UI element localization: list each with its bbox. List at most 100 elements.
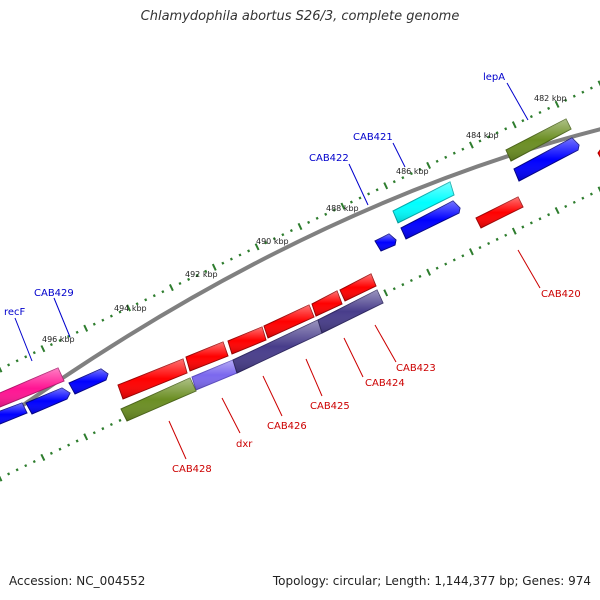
forward-genes [0,118,580,425]
outer-track-minor-tick [495,131,499,135]
outer-track-minor-tick [247,249,251,253]
gene-lepA-highlight [506,119,571,161]
label-recF: recF [4,307,26,318]
outer-track-minor-tick [581,90,585,94]
outer-track-major-tick [511,121,517,129]
outer-track-major-tick [0,366,3,373]
outer-track-major-tick [126,304,132,312]
inner-track-minor-tick [118,418,122,422]
inner-track-minor-tick [538,217,542,221]
scale-labels: 482 kbp 484 kbp 486 kbp 488 kbp 490 kbp … [42,94,567,344]
outer-track-major-tick [554,100,560,108]
outer-track-minor-tick [478,139,482,143]
outer-track-major-tick [211,263,217,271]
outer-track-minor-tick [572,94,576,98]
inner-track-minor-tick [58,447,62,451]
inner-track-minor-tick [92,431,96,435]
label-CAB421: CAB421 [353,132,393,143]
gene-CAB425-highlight [264,305,314,338]
outer-track-minor-tick [7,363,11,367]
outer-track-minor-tick [392,180,396,184]
inner-track-minor-tick [67,443,71,447]
label-CAB424: CAB424 [365,378,405,389]
inner-track-minor-tick [418,274,422,278]
inner-track-major-tick [597,186,600,193]
inner-track-major-tick [0,475,3,482]
outer-track-minor-tick [418,167,422,172]
inner-track-minor-tick [487,241,491,246]
leader-CAB428 [168,420,187,460]
outer-track-minor-tick [24,355,28,359]
outer-track-minor-tick [135,302,139,306]
outer-track-major-tick [83,324,89,332]
leader-CAB422 [348,163,369,206]
outer-track-minor-tick [307,220,311,224]
leader-CAB420 [517,249,541,289]
scale-label-486: 486 kbp [396,167,429,176]
label-CAB426: CAB426 [267,421,307,432]
scale-label-482: 482 kbp [534,94,567,103]
inner-track-minor-tick [572,200,576,204]
outer-track-minor-tick [238,253,242,257]
outer-track-minor-tick [272,237,276,241]
inner-track-minor-tick [521,225,525,229]
outer-track-major-tick [340,202,346,210]
inner-track-minor-tick [32,460,36,464]
outer-track-minor-tick [504,127,508,131]
outer-track-minor-tick [349,200,353,204]
inner-track-minor-tick [581,196,585,200]
scale-label-496: 496 kbp [42,335,75,344]
outer-track-minor-tick [229,257,233,261]
inner-track-minor-tick [15,468,19,472]
inner-track-minor-tick [24,464,28,468]
inner-track-minor-tick [478,246,482,250]
outer-track-minor-tick [264,241,268,245]
outer-track-minor-tick [15,359,19,363]
outer-track-minor-tick [409,172,413,176]
outer-track-minor-tick [315,216,319,220]
outer-track-major-tick [254,243,260,251]
gene-blue-1-highlight [514,138,579,181]
scale-label-488: 488 kbp [326,204,359,213]
inner-track-minor-tick [401,283,405,287]
outer-track-minor-tick [461,147,465,151]
outer-track-major-tick [40,345,46,353]
accession-text: Accession: NC_004552 [9,574,146,588]
leader-CAB423 [374,324,397,363]
inner-track-major-tick [468,248,474,256]
scale-label-490: 490 kbp [256,237,289,246]
inner-track-minor-tick [49,451,53,455]
inner-track-minor-tick [7,472,11,476]
outer-track-minor-tick [109,314,113,318]
outer-track-minor-tick [444,155,448,159]
label-CAB425: CAB425 [310,401,350,412]
outer-track-minor-tick [521,119,525,123]
inner-track-minor-tick [101,427,105,431]
outer-track-minor-tick [118,310,122,314]
gene-purple-2-highlight [233,320,322,373]
inner-track-major-tick [83,433,89,441]
leader-lines [14,82,541,460]
label-lepA: lepA [483,72,505,83]
inner-track-major-tick [511,227,517,235]
outer-track-minor-tick [101,318,105,322]
gene-blue-2-highlight [401,201,460,239]
outer-track-minor-tick [547,106,551,110]
outer-track-minor-tick [289,229,293,233]
gene-CAB426-highlight [228,327,266,354]
label-CAB428: CAB428 [172,464,212,475]
outer-track-minor-tick [375,188,379,192]
outer-track-minor-tick [152,294,156,298]
inner-track-minor-tick [109,422,113,427]
inner-track-major-tick [40,453,46,462]
outer-track-minor-tick [49,343,53,347]
gene-CAB424-highlight [312,291,342,316]
inner-track-minor-tick [529,221,533,225]
inner-track-minor-tick [495,237,499,241]
outer-track-major-tick [426,161,432,170]
outer-track-minor-tick [564,98,568,102]
outer-track-major-tick [168,283,174,292]
label-CAB422: CAB422 [309,153,349,164]
outer-track-minor-tick [324,212,328,216]
